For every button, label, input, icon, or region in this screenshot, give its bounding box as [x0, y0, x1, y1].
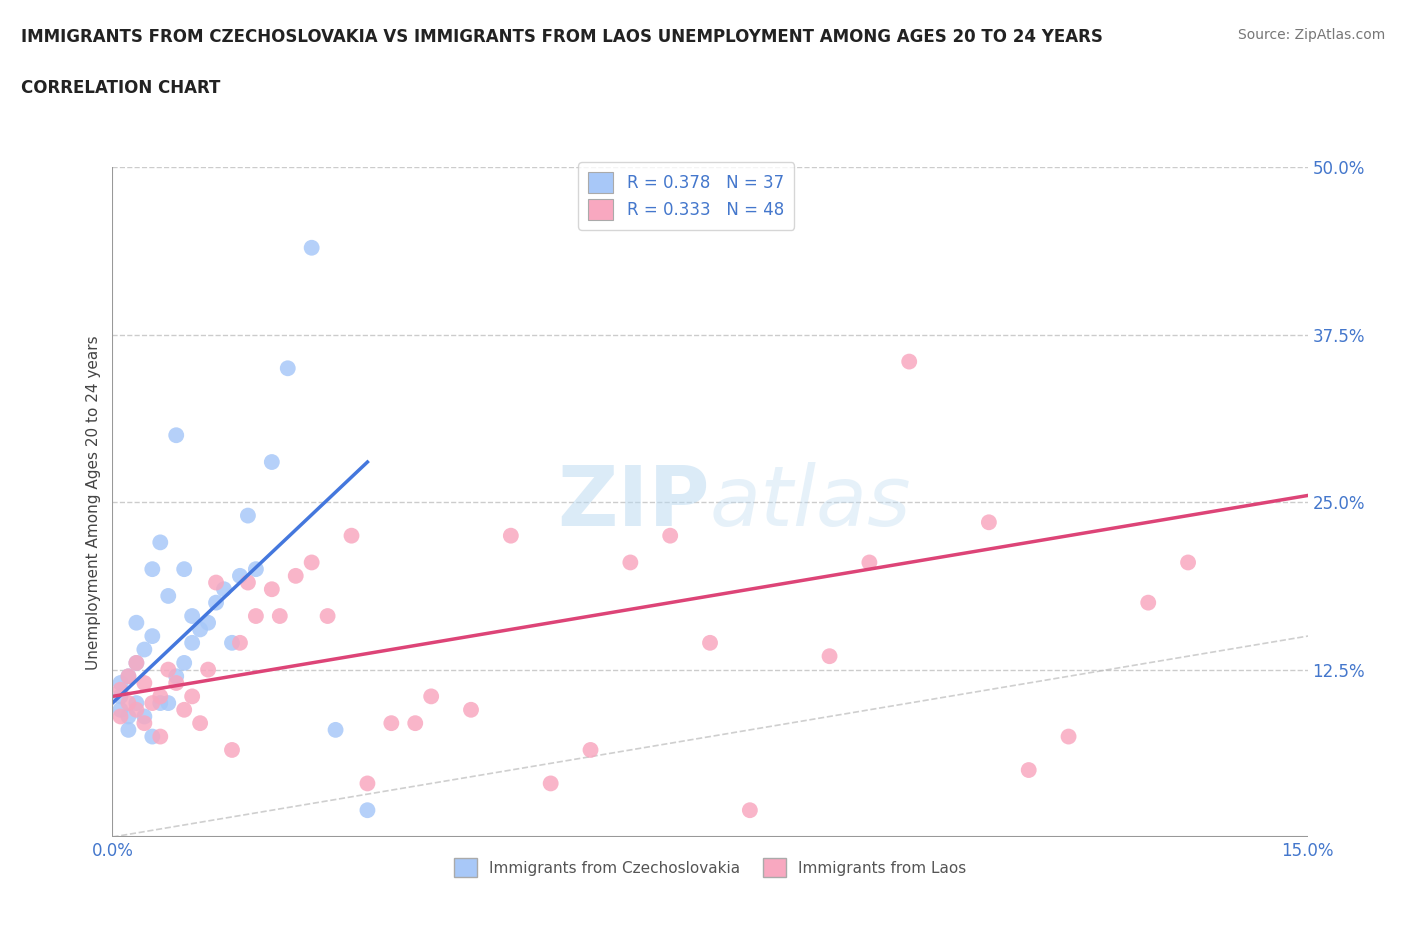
- Point: [245, 608, 267, 623]
- Point: [110, 709, 132, 724]
- Point: [316, 608, 339, 623]
- Point: [141, 696, 163, 711]
- Point: [301, 555, 323, 570]
- Point: [1177, 555, 1199, 570]
- Point: [117, 709, 139, 724]
- Point: [141, 629, 163, 644]
- Point: [212, 582, 235, 597]
- Point: [221, 742, 243, 757]
- Point: [659, 528, 682, 543]
- Point: [134, 642, 156, 657]
- Point: [269, 608, 291, 623]
- Point: [277, 361, 299, 376]
- Point: [818, 649, 841, 664]
- Point: [181, 689, 204, 704]
- Point: [340, 528, 363, 543]
- Point: [205, 595, 228, 610]
- Point: [236, 575, 259, 590]
- Point: [356, 803, 378, 817]
- Point: [157, 696, 180, 711]
- Point: [149, 535, 172, 550]
- Point: [188, 622, 211, 637]
- Point: [619, 555, 641, 570]
- Point: [188, 716, 211, 731]
- Point: [245, 562, 267, 577]
- Point: [404, 716, 426, 731]
- Point: [181, 635, 204, 650]
- Point: [165, 675, 187, 690]
- Point: [699, 635, 721, 650]
- Text: ZIP: ZIP: [558, 461, 710, 543]
- Point: [301, 240, 323, 255]
- Point: [141, 562, 163, 577]
- Text: atlas: atlas: [710, 461, 911, 543]
- Point: [205, 575, 228, 590]
- Text: IMMIGRANTS FROM CZECHOSLOVAKIA VS IMMIGRANTS FROM LAOS UNEMPLOYMENT AMONG AGES 2: IMMIGRANTS FROM CZECHOSLOVAKIA VS IMMIGR…: [21, 28, 1102, 46]
- Point: [134, 716, 156, 731]
- Point: [260, 582, 283, 597]
- Point: [117, 723, 139, 737]
- Point: [356, 776, 378, 790]
- Point: [134, 709, 156, 724]
- Point: [117, 669, 139, 684]
- Point: [858, 555, 880, 570]
- Text: CORRELATION CHART: CORRELATION CHART: [21, 79, 221, 97]
- Point: [738, 803, 761, 817]
- Point: [1057, 729, 1080, 744]
- Point: [284, 568, 307, 583]
- Point: [173, 702, 195, 717]
- Point: [579, 742, 602, 757]
- Point: [125, 616, 148, 631]
- Point: [460, 702, 482, 717]
- Point: [125, 702, 148, 717]
- Point: [221, 635, 243, 650]
- Point: [236, 508, 259, 523]
- Legend: Immigrants from Czechoslovakia, Immigrants from Laos: Immigrants from Czechoslovakia, Immigran…: [447, 852, 973, 883]
- Point: [134, 675, 156, 690]
- Point: [157, 662, 180, 677]
- Point: [260, 455, 283, 470]
- Point: [898, 354, 921, 369]
- Point: [380, 716, 402, 731]
- Point: [141, 729, 163, 744]
- Point: [325, 723, 347, 737]
- Point: [181, 608, 204, 623]
- Point: [499, 528, 522, 543]
- Point: [110, 689, 132, 704]
- Point: [149, 729, 172, 744]
- Point: [110, 683, 132, 698]
- Point: [229, 568, 252, 583]
- Point: [125, 656, 148, 671]
- Point: [117, 669, 139, 684]
- Point: [420, 689, 443, 704]
- Point: [117, 696, 139, 711]
- Point: [165, 669, 187, 684]
- Point: [110, 702, 132, 717]
- Point: [110, 675, 132, 690]
- Point: [149, 696, 172, 711]
- Point: [157, 589, 180, 604]
- Point: [149, 689, 172, 704]
- Point: [1018, 763, 1040, 777]
- Point: [125, 656, 148, 671]
- Point: [197, 662, 219, 677]
- Point: [165, 428, 187, 443]
- Point: [1137, 595, 1160, 610]
- Point: [173, 656, 195, 671]
- Point: [229, 635, 252, 650]
- Point: [540, 776, 562, 790]
- Point: [197, 616, 219, 631]
- Point: [173, 562, 195, 577]
- Point: [125, 696, 148, 711]
- Y-axis label: Unemployment Among Ages 20 to 24 years: Unemployment Among Ages 20 to 24 years: [86, 335, 101, 670]
- Text: Source: ZipAtlas.com: Source: ZipAtlas.com: [1237, 28, 1385, 42]
- Point: [977, 515, 1000, 530]
